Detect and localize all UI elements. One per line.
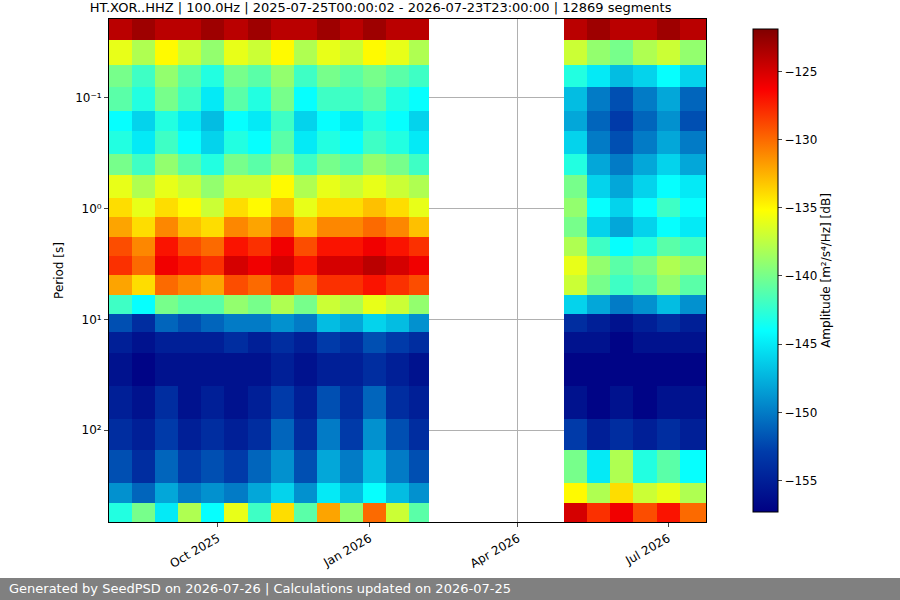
svg-text:−135: −135 [784,201,817,215]
html-text:Generated by SeedPSD on 2026-0: Generated by SeedPSD on 2026-07-26 | Cal… [9,581,511,596]
svg-text:Period [s]: Period [s] [52,242,66,299]
svg-text:10¹: 10¹ [82,313,102,327]
svg-text:HT.XOR..HHZ | 100.0Hz | 2025-0: HT.XOR..HHZ | 100.0Hz | 2025-07-25T00:00… [90,0,672,15]
svg-text:10⁻¹: 10⁻¹ [75,91,102,105]
svg-text:Amplitude [m²/s⁴/Hz] [dB]: Amplitude [m²/s⁴/Hz] [dB] [819,193,833,348]
svg-text:10²: 10² [82,423,102,437]
svg-text:Apr 2026: Apr 2026 [468,531,523,571]
svg-text:−155: −155 [784,474,817,488]
svg-text:−130: −130 [784,133,817,147]
svg-text:10⁰: 10⁰ [82,202,102,216]
svg-text:−140: −140 [784,269,817,283]
svg-text:Oct 2025: Oct 2025 [168,531,223,571]
svg-text:Jan 2026: Jan 2026 [320,531,374,570]
svg-text:Jul 2026: Jul 2026 [622,531,672,568]
svg-text:−150: −150 [784,406,817,420]
svg-text:−125: −125 [784,65,817,79]
svg-text:−145: −145 [784,337,817,351]
